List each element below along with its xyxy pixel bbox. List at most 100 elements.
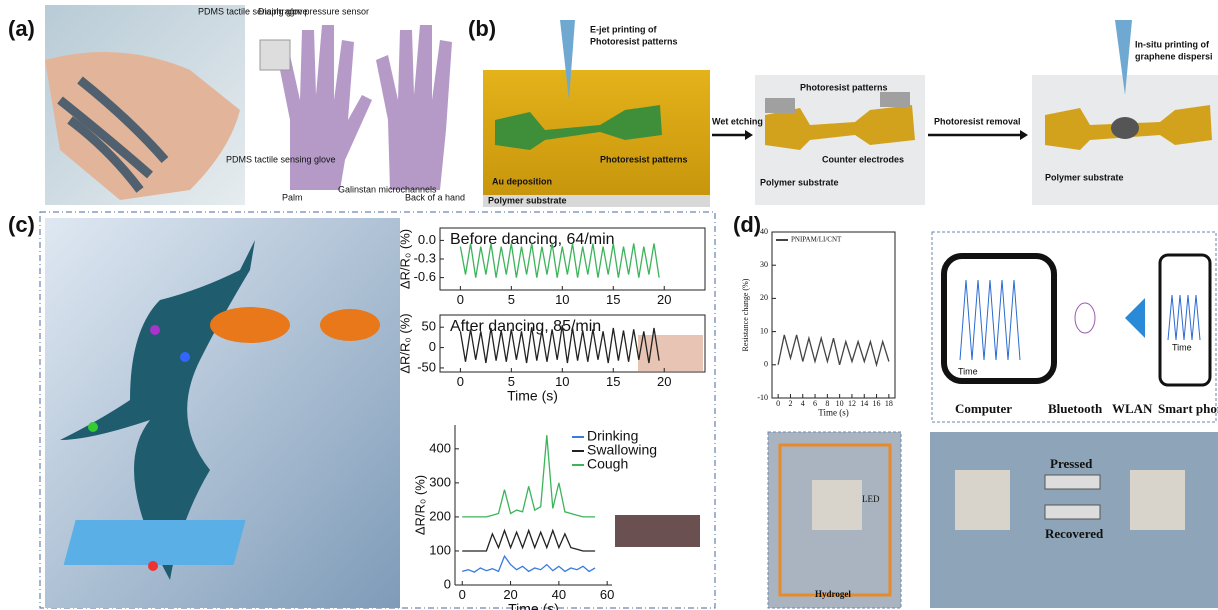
y-tick-label: -0.3 [414,250,436,265]
x-axis-label: Time (s) [508,600,559,610]
series-line [459,243,660,278]
y-tick-label: 20 [760,293,768,302]
x-tick-label: 18 [885,399,893,408]
annotation: Recovered [1045,526,1104,541]
nozzle [560,20,575,100]
annotation: Au deposition [492,176,552,186]
dot [150,325,160,335]
phone [1158,253,1212,387]
y-axis-label: ΔR/R₀ (%) [397,313,412,373]
glove-sensors [57,76,169,193]
panel-c-art [45,218,703,608]
annotation: Pressed [1050,456,1093,471]
robot [955,470,1010,530]
y-tick-label: 0 [764,360,768,369]
electrodes [765,105,915,150]
device-label: WLAN [1112,401,1153,416]
legend-label: Drinking [587,428,638,444]
x-tick-label: 0 [459,587,466,602]
arrowhead [745,130,753,140]
y-tick-label: 400 [429,440,451,455]
x-tick-label: 2 [788,399,792,408]
dot [148,561,158,571]
plot-frame [439,314,706,373]
annotation: Palm [282,192,303,202]
annotation: Polymer substrate [760,177,839,187]
y-tick-label: 0 [444,576,451,591]
x-axis-label: Time (s) [818,407,848,417]
annotation: PDMS tactile sensing glove [198,6,308,16]
wifi-icon [1125,298,1145,338]
y-tick-label: -0.6 [414,269,436,284]
photoresist-pattern [495,105,662,150]
annotation: Photoresist patterns [800,82,888,92]
substrate [483,195,710,207]
x-tick-label: 20 [503,587,517,602]
annotation: Polymer substrate [1045,172,1124,182]
legend-label: PNIPAM/LI/CNT [791,236,842,244]
y-tick-label: 10 [760,326,768,335]
annotation: PDMS tactile sensing glove [226,154,336,164]
series-line [777,334,890,368]
y-tick-label: -50 [417,359,436,374]
x-tick-label: 10 [555,292,569,307]
annotation: Back of a hand [405,192,465,202]
annotation: Photoresist patterns [590,36,678,46]
x-tick-label: 15 [606,374,620,389]
panel-d-art [767,231,1218,609]
x-tick-label: 10 [836,399,844,408]
frame [931,231,1217,423]
x-tick-label: 60 [600,587,614,602]
x-tick-label: 6 [813,399,817,408]
robot [1130,470,1185,530]
nozzle [1115,20,1132,95]
series-line [462,435,596,518]
y-tick-label: 0 [429,339,436,354]
x-tick-label: 0 [457,292,464,307]
panel-label: (c) [8,212,35,237]
dot [180,352,190,362]
annotation: In-situ printing of [1135,39,1210,49]
series-line [462,554,596,573]
graphene-drop [1111,117,1139,139]
y-axis-label: ΔR/R₀ (%) [412,475,427,535]
x-tick-label: 5 [508,292,515,307]
chart-title: After dancing, 85/min [450,318,601,335]
x-tick-label: 10 [555,374,569,389]
y-tick-label: 300 [429,474,451,489]
panel-label: (a) [8,16,35,41]
panel-b [483,20,1218,207]
y-tick-label: 0.0 [418,232,436,247]
legend-label: Swallowing [587,442,657,458]
circuit [778,443,892,597]
device-label: Computer [955,401,1012,416]
y-tick-label: 40 [760,227,768,236]
x-tick-label: 4 [801,399,805,408]
annotation: Polymer substrate [488,195,567,205]
resist-block [765,98,795,113]
y-axis-label: ΔR/R₀ (%) [397,229,412,289]
annotation: Hydrogel [815,589,851,599]
arrow [1044,474,1101,490]
photo-inset [638,335,703,371]
arrow [1044,504,1101,520]
y-tick-label: 200 [429,508,451,523]
x-tick-label: 16 [873,399,881,408]
series-line [462,528,596,552]
legend-label: Cough [587,456,628,472]
dot [88,422,98,432]
photo-inset [615,515,700,547]
x-tick-label: 8 [825,399,829,408]
robot [812,480,862,530]
y-tick-label: 30 [760,260,768,269]
panel-label: (b) [468,16,496,41]
y-tick-label: -10 [757,393,768,402]
screen-wave [1167,294,1201,341]
annotation: Counter electrodes [822,154,904,164]
annotation: Photoresist patterns [600,154,688,164]
plot-frame [771,231,896,399]
panel-label: (d) [733,212,761,237]
device-label: Bluetooth [1048,401,1103,416]
annotation: Diaphragm pressure sensor [258,6,369,16]
